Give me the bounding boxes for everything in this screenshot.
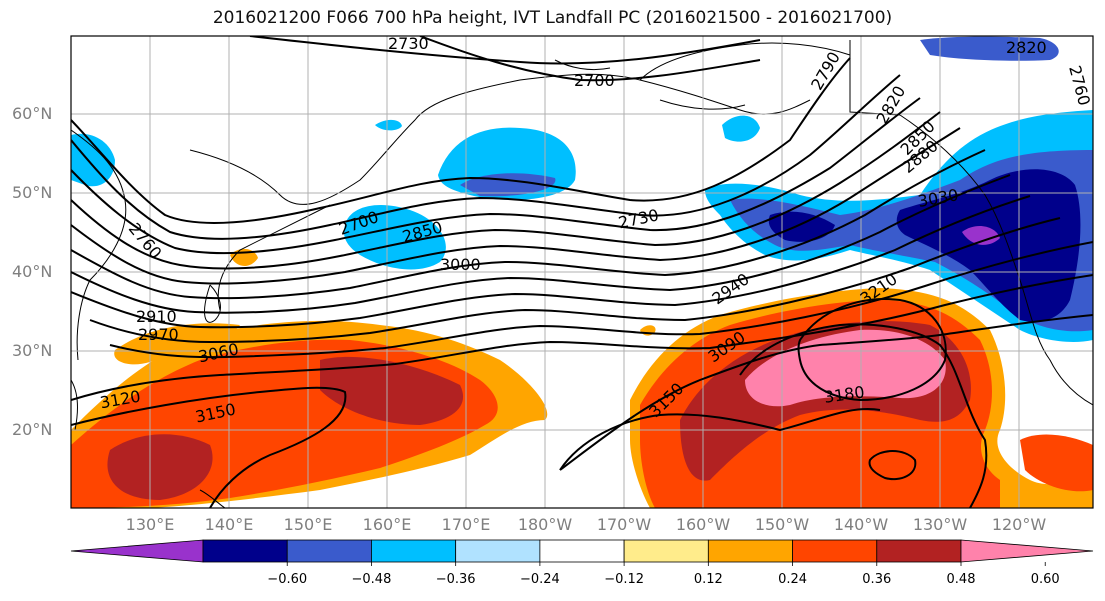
colorbar-tick-label: 0.36 — [862, 572, 892, 587]
colorbar-extend-min — [70, 539, 204, 563]
colorbar-tick-label: 0.12 — [693, 572, 723, 587]
colorbar-tick-label: −0.48 — [351, 572, 392, 587]
contour-label: 2730 — [388, 34, 429, 53]
colorbar-segment — [286, 539, 372, 563]
lat-label: 20°N — [12, 420, 53, 439]
colorbar-tick-label: 0.24 — [778, 572, 808, 587]
contour-label: 3000 — [440, 255, 481, 274]
colorbar-tick-label: −0.60 — [267, 572, 308, 587]
contour-label: 2910 — [136, 307, 177, 326]
lon-label: 130°E — [125, 515, 175, 534]
coastlines — [71, 40, 1093, 508]
contour-label: 2970 — [138, 325, 179, 344]
lon-label: 170°E — [441, 515, 491, 534]
colorbar-segment — [539, 539, 625, 563]
colorbar-tick-label: −0.36 — [435, 572, 476, 587]
colorbar-tick-label: −0.12 — [604, 572, 645, 587]
lon-label: 180°W — [517, 515, 573, 534]
colorbar-tick-label: 0.60 — [1030, 572, 1060, 587]
lon-label: 160°E — [362, 515, 412, 534]
colorbar-segment — [202, 539, 288, 563]
height-contours — [71, 36, 1093, 508]
colorbar-segment — [792, 539, 878, 563]
lon-label: 140°W — [833, 515, 889, 534]
colorbar-segment — [876, 539, 962, 563]
lon-label: 150°W — [754, 515, 810, 534]
colorbar-extend-max — [960, 539, 1094, 563]
figure-title: 2016021200 F066 700 hPa height, IVT Land… — [212, 8, 893, 28]
contour-label: 2700 — [574, 71, 615, 90]
colorbar-segment — [371, 539, 457, 563]
lat-label: 50°N — [12, 183, 53, 202]
lat-label: 40°N — [12, 262, 53, 281]
lat-label: 30°N — [12, 341, 53, 360]
lat-label: 60°N — [12, 104, 53, 123]
map-frame — [70, 35, 1094, 509]
colorbar-tick-label: 0.48 — [946, 572, 976, 587]
lon-label: 140°E — [204, 515, 254, 534]
colorbar-segment — [455, 539, 541, 563]
lon-label: 150°E — [283, 515, 333, 534]
lon-label: 120°W — [991, 515, 1047, 534]
lon-label: 160°W — [675, 515, 731, 534]
contour-label: 2820 — [1006, 38, 1047, 57]
lon-label: 170°W — [596, 515, 652, 534]
colorbar-segment — [707, 539, 793, 563]
colorbar-tick-label: −0.24 — [519, 572, 560, 587]
lon-label: 130°W — [912, 515, 968, 534]
ivt-negative-shading — [71, 36, 1093, 342]
colorbar-segment — [623, 539, 709, 563]
